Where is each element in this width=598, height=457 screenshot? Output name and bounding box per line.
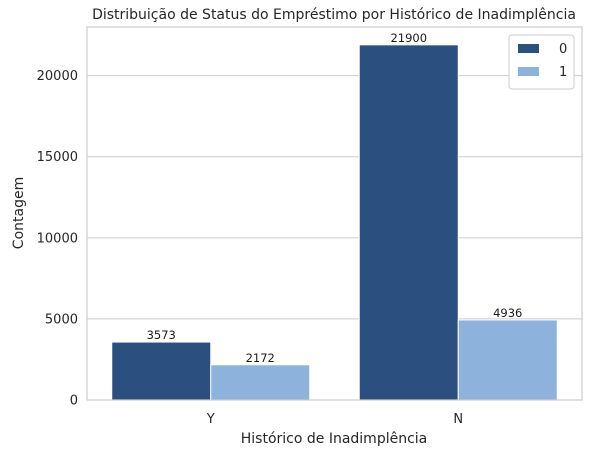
legend-swatch-1	[518, 67, 539, 76]
legend-label-1: 1	[559, 65, 567, 80]
bar-value-label: 21900	[390, 31, 427, 45]
y-tick-label: 20000	[37, 69, 78, 84]
bar-value-label: 2172	[246, 351, 275, 365]
y-axis-label: Contagem	[11, 177, 27, 249]
data-labels: 3573 2172 21900 4936	[147, 31, 523, 365]
bar-series-1	[457, 319, 558, 401]
legend-label-0: 0	[559, 42, 567, 57]
bar-value-label: 3573	[147, 328, 176, 342]
plot-frame	[86, 26, 583, 401]
bar-value-label: 4936	[493, 306, 522, 320]
chart-title: Distribuição de Status do Empréstimo por…	[92, 7, 576, 23]
legend: 0 1	[508, 34, 575, 90]
x-tick-label: Y	[206, 412, 215, 427]
x-tick-label: N	[453, 412, 463, 427]
bar-series-0	[358, 44, 459, 401]
legend-swatch-0	[518, 44, 539, 53]
y-axis-ticks: 0 5000 10000 15000 20000	[37, 69, 78, 408]
y-tick-label: 10000	[37, 231, 78, 246]
x-axis-label: Histórico de Inadimplência	[241, 431, 428, 447]
y-tick-label: 5000	[45, 312, 78, 327]
bar-series-1	[210, 364, 311, 401]
bar-series-0	[111, 341, 212, 401]
y-tick-label: 15000	[37, 150, 78, 165]
y-tick-label: 0	[70, 394, 78, 409]
bars	[111, 44, 558, 401]
